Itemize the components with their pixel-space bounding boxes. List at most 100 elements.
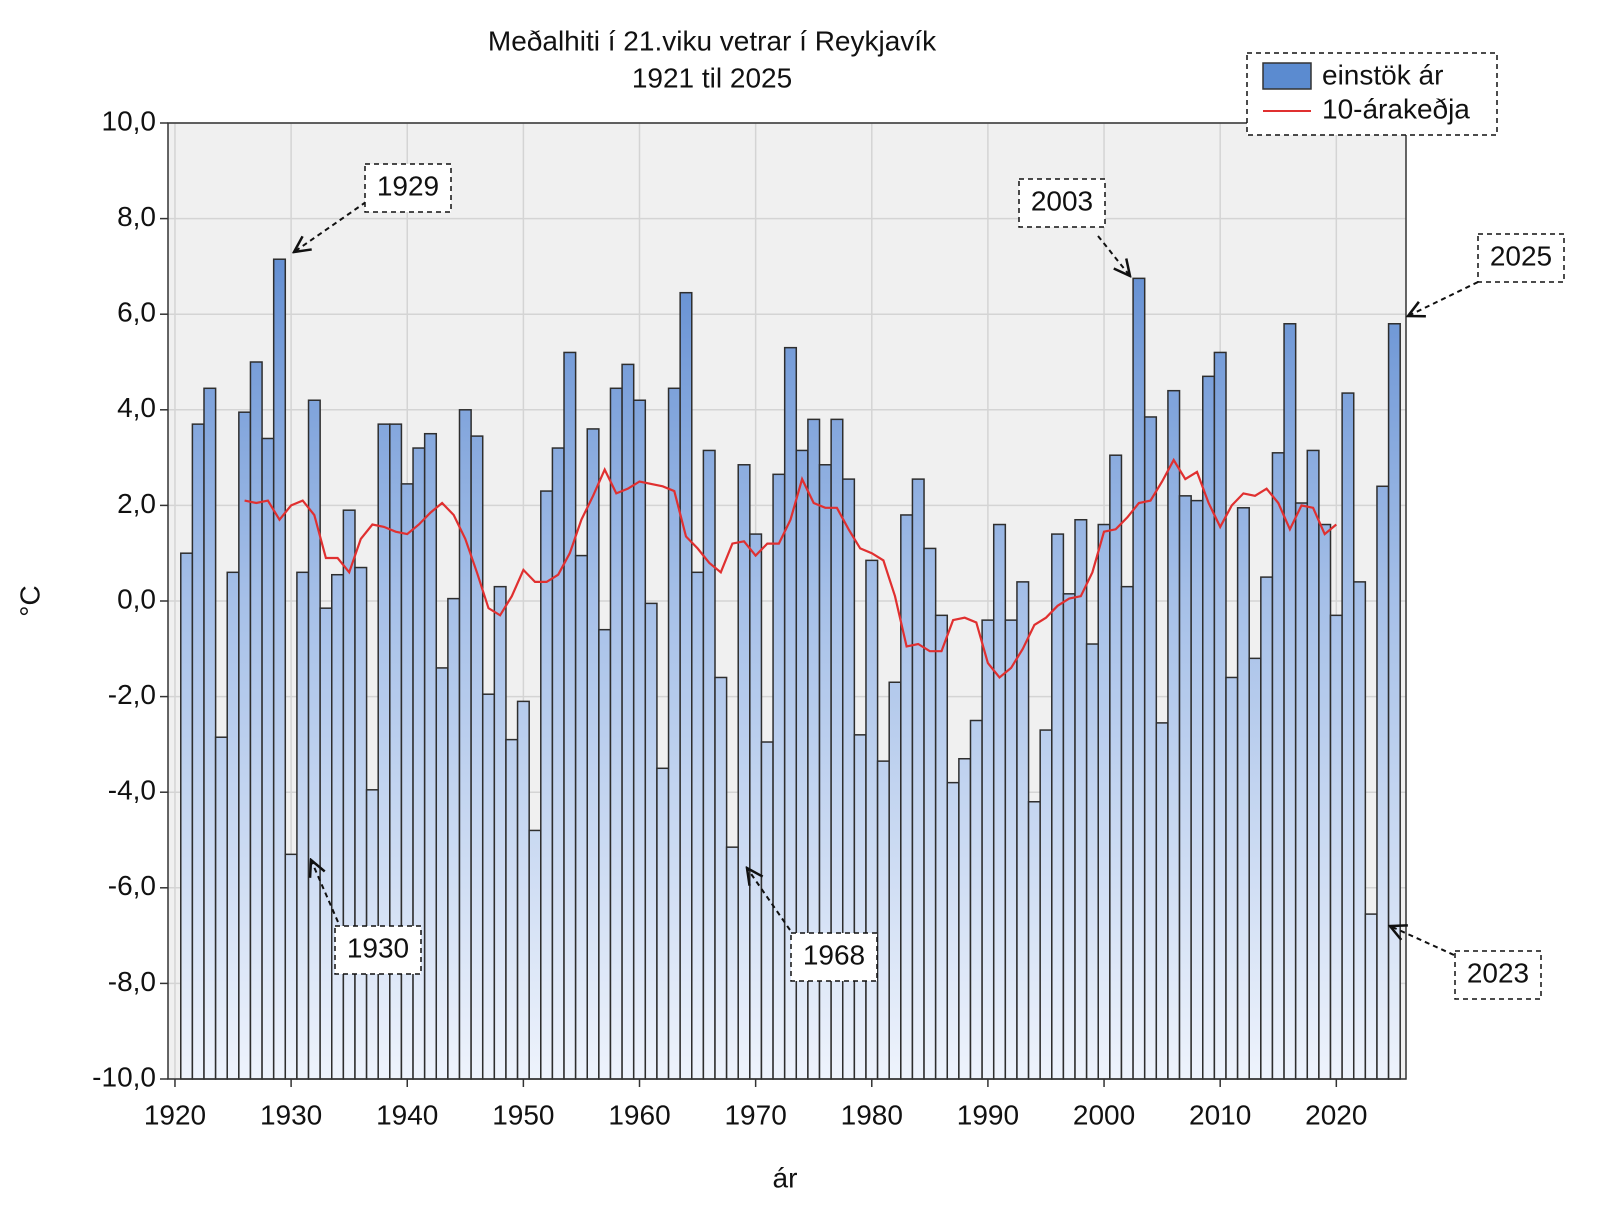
bar xyxy=(203,387,217,1080)
y-tick-label: 0,0 xyxy=(117,583,156,614)
annotation-box xyxy=(1018,178,1106,228)
x-tick-label: 2020 xyxy=(1305,1099,1367,1130)
x-tick-label: 2010 xyxy=(1189,1099,1251,1130)
bar xyxy=(795,449,809,1080)
bar xyxy=(888,681,902,1080)
bar xyxy=(598,628,612,1080)
line xyxy=(244,457,1338,680)
bar xyxy=(876,760,890,1080)
x-tick-label: 1960 xyxy=(608,1099,670,1130)
bar xyxy=(412,447,426,1080)
bar xyxy=(1097,523,1111,1080)
bar xyxy=(679,291,693,1080)
bar xyxy=(1341,392,1355,1080)
bar xyxy=(1202,375,1216,1080)
y-tick-label: 2,0 xyxy=(117,488,156,519)
bar xyxy=(331,573,345,1080)
bar xyxy=(1352,581,1367,1080)
annotation-box xyxy=(1477,233,1565,283)
bar xyxy=(621,363,635,1080)
x-tick-label: 2000 xyxy=(1073,1099,1135,1130)
bar xyxy=(238,411,252,1080)
annotation-box xyxy=(1454,950,1542,1000)
legend-label: einstök ár xyxy=(1322,59,1443,90)
chart-subtitle: 1921 til 2025 xyxy=(632,62,792,93)
bar xyxy=(528,829,542,1080)
x-tick-label: 1920 xyxy=(144,1099,206,1130)
bar xyxy=(435,667,449,1080)
annotation-arrow xyxy=(294,201,367,252)
bar xyxy=(272,258,287,1080)
annotation-label: 1930 xyxy=(347,932,409,963)
bar xyxy=(1062,593,1076,1080)
y-tick-label: 6,0 xyxy=(117,297,156,328)
bar xyxy=(261,437,275,1080)
bar xyxy=(725,846,739,1080)
bar xyxy=(1178,495,1192,1080)
bar xyxy=(749,533,763,1080)
bar xyxy=(1120,585,1134,1080)
bar xyxy=(737,464,751,1080)
bar xyxy=(1294,502,1309,1080)
bar xyxy=(284,853,298,1080)
annotation-box xyxy=(364,163,452,213)
bar xyxy=(551,447,565,1080)
bar xyxy=(307,399,321,1080)
bar xyxy=(644,602,658,1080)
bar xyxy=(1376,485,1390,1080)
bar xyxy=(214,736,228,1080)
bar xyxy=(516,700,530,1080)
bar xyxy=(865,559,879,1080)
y-tick-label: 4,0 xyxy=(117,392,156,423)
bar xyxy=(923,547,937,1080)
legend-swatch xyxy=(1262,62,1312,90)
bar xyxy=(1132,277,1146,1080)
annotation-label: 2025 xyxy=(1490,240,1552,271)
bar xyxy=(772,473,786,1080)
bar xyxy=(342,509,356,1080)
bar xyxy=(992,523,1007,1080)
annotation-box xyxy=(334,925,422,975)
x-tick-label: 1950 xyxy=(492,1099,554,1130)
annotation-box xyxy=(790,932,878,982)
x-tick-label: 1970 xyxy=(724,1099,786,1130)
bar xyxy=(1387,323,1401,1080)
bar xyxy=(946,781,960,1080)
bar xyxy=(702,449,716,1080)
y-tick-label: 10,0 xyxy=(102,105,157,136)
legend-label: 10-árakeðja xyxy=(1322,93,1470,124)
bar xyxy=(1225,676,1239,1080)
annotation-arrow xyxy=(1390,926,1455,956)
y-tick-label: -4,0 xyxy=(108,775,156,806)
bar xyxy=(1364,913,1378,1080)
x-tick-label: 1930 xyxy=(260,1099,322,1130)
y-axis-label: °C xyxy=(14,585,45,616)
bar xyxy=(354,566,368,1080)
annotation-label: 1929 xyxy=(377,170,439,201)
y-tick-label: -2,0 xyxy=(108,679,156,710)
bar xyxy=(481,693,496,1080)
annotation-label: 2003 xyxy=(1031,185,1093,216)
bar xyxy=(1271,452,1285,1080)
bar xyxy=(1213,351,1227,1080)
annotation-label: 1968 xyxy=(803,939,865,970)
bar xyxy=(1143,416,1158,1080)
x-axis-label: ár xyxy=(773,1162,798,1193)
bar xyxy=(574,554,588,1080)
bar xyxy=(981,619,995,1080)
bar xyxy=(760,741,774,1080)
bar xyxy=(1004,619,1018,1080)
bar xyxy=(377,423,391,1080)
bar xyxy=(691,571,705,1080)
annotation-arrow xyxy=(747,868,791,931)
bar xyxy=(1306,449,1320,1080)
bar xyxy=(400,483,414,1080)
bar xyxy=(586,428,600,1080)
annotation-arrow xyxy=(311,860,339,923)
x-tick-label: 1980 xyxy=(841,1099,903,1130)
y-tick-label: -8,0 xyxy=(108,966,156,997)
x-tick-label: 1990 xyxy=(957,1099,1019,1130)
bar xyxy=(900,514,914,1080)
bar xyxy=(1027,801,1041,1080)
